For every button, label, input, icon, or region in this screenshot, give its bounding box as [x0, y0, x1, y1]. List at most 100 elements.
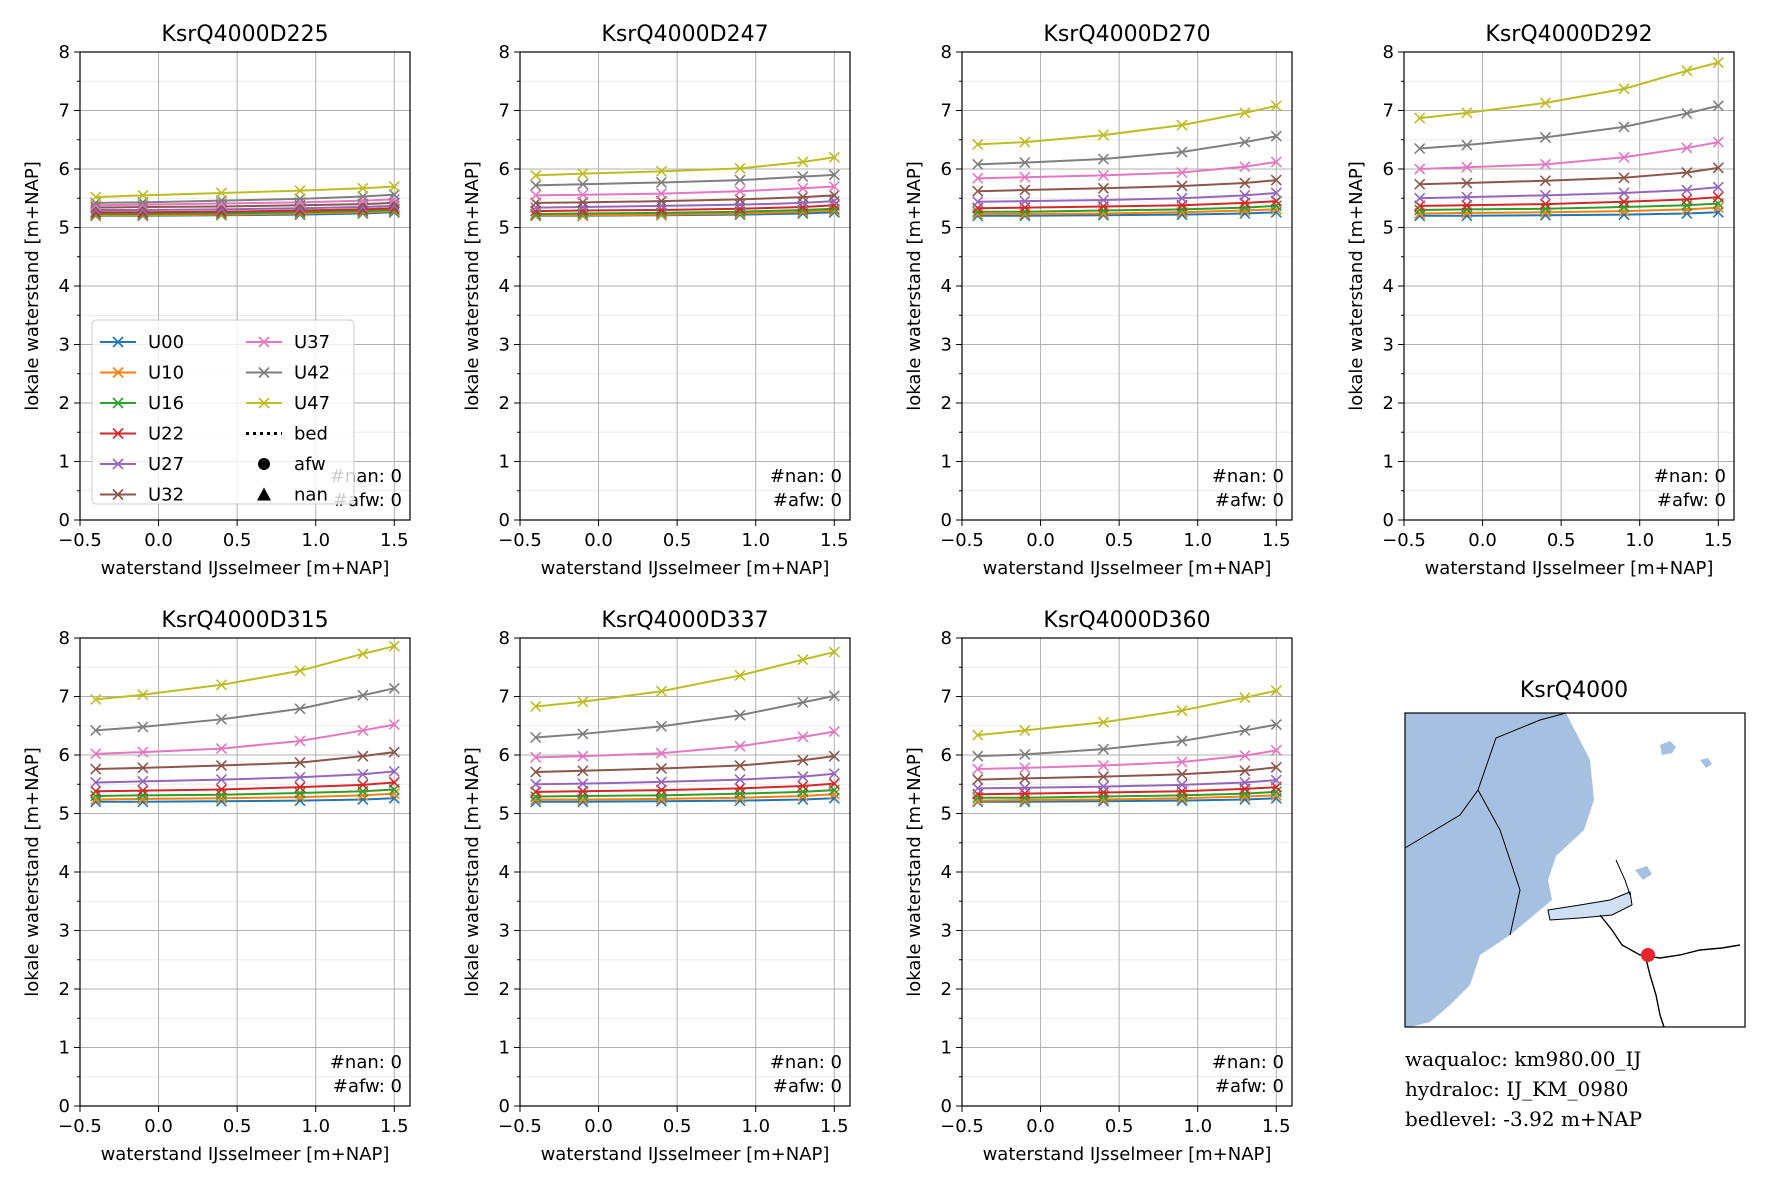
nan-count: #nan: 0 [770, 466, 842, 487]
y-tick-label: 1 [59, 452, 70, 473]
data-point-U16 [1270, 200, 1282, 212]
y-axis-label: lokale waterstand [m+NAP] [1346, 161, 1367, 411]
axes-frame [519, 637, 851, 1107]
x-axis-label: waterstand IJsselmeer [m+NAP] [983, 1144, 1272, 1165]
data-point-U47 [797, 156, 809, 168]
data-point-U00 [388, 792, 400, 804]
y-tick-label: 0 [59, 1096, 70, 1117]
y-tick-label: 3 [941, 335, 952, 356]
data-point-U37 [797, 731, 809, 743]
series-line-U37 [95, 723, 395, 755]
data-point-U37 [1270, 744, 1282, 756]
data-point-U10 [577, 209, 589, 221]
data-point-U22 [90, 785, 102, 797]
data-point-U32 [828, 189, 840, 201]
y-tick-label: 8 [499, 628, 510, 649]
y-tick-label: 5 [941, 804, 952, 825]
data-point-U37 [797, 182, 809, 194]
data-point-U47 [1176, 704, 1188, 717]
data-point-U32 [294, 757, 306, 769]
map-lake-border [1404, 712, 1567, 849]
data-point-U47 [137, 189, 149, 201]
legend-label-U42: U42 [294, 363, 330, 384]
data-point-U27 [972, 782, 984, 794]
legend-marker-U27 [112, 458, 124, 470]
data-point-U37 [1019, 762, 1031, 774]
series-line-U27 [1419, 186, 1719, 200]
data-point-U16 [1618, 201, 1630, 213]
data-point-U37 [1618, 151, 1630, 163]
data-point-U27 [577, 201, 589, 213]
series-line-U16 [1419, 202, 1719, 211]
x-tick-label: 1.0 [301, 530, 330, 551]
data-point-U22 [1539, 198, 1551, 210]
map-lake-small-3 [1635, 866, 1652, 880]
axes-frame [519, 51, 851, 521]
data-point-U22 [1461, 199, 1473, 211]
data-point-U47 [1712, 56, 1724, 69]
x-tick-label: −0.5 [940, 530, 984, 551]
y-tick-label: 1 [941, 452, 952, 473]
map-river-channel [1599, 914, 1741, 959]
data-point-U27 [1270, 187, 1282, 199]
chart-title: KsrQ4000D225 [161, 22, 328, 47]
data-point-U47 [655, 685, 667, 697]
data-point-U42 [1176, 146, 1188, 158]
y-tick-label: 7 [1383, 101, 1394, 122]
legend-marker-U32 [112, 488, 124, 501]
legend-label-U37: U37 [294, 332, 330, 353]
series-line-U27 [535, 772, 835, 786]
data-point-U32 [1681, 166, 1693, 179]
data-point-U27 [1239, 189, 1251, 201]
data-point-U10 [655, 209, 667, 221]
data-point-U22 [215, 783, 227, 796]
data-point-U42 [530, 731, 542, 744]
x-tick-label: −0.5 [940, 1116, 984, 1137]
data-point-U42 [797, 171, 809, 183]
data-point-U27 [1019, 195, 1031, 207]
map-river-ijssel [1547, 891, 1633, 921]
y-tick-label: 5 [499, 218, 510, 239]
data-point-U27 [1461, 191, 1473, 203]
x-axis-label: waterstand IJsselmeer [m+NAP] [101, 558, 390, 579]
data-point-U42 [1461, 139, 1473, 151]
data-point-U16 [1239, 788, 1251, 800]
x-tick-label: 1.5 [380, 1116, 409, 1137]
y-axis-label: lokale waterstand [m+NAP] [904, 747, 925, 997]
axes-frame [79, 637, 411, 1107]
data-point-U27 [655, 200, 667, 212]
legend-label-afw: afw [294, 454, 326, 475]
data-point-U47 [1239, 107, 1251, 119]
y-tick-label: 6 [59, 745, 70, 766]
data-point-U27 [734, 199, 746, 211]
afw-count: #afw: 0 [773, 1076, 842, 1097]
x-tick-label: 0.5 [223, 530, 252, 551]
series-line-U37 [535, 730, 835, 759]
data-point-U37 [294, 735, 306, 747]
nan-count: #nan: 0 [770, 1052, 842, 1073]
info-bedlevel: bedlevel: -3.92 m+NAP [1405, 1107, 1642, 1131]
map-location-marker [1641, 948, 1655, 962]
data-point-U27 [797, 771, 809, 783]
data-point-U37 [1019, 171, 1031, 183]
y-tick-label: 7 [499, 101, 510, 122]
afw-count: #afw: 0 [1215, 1076, 1284, 1097]
x-tick-label: −0.5 [498, 530, 542, 551]
data-point-U47 [1681, 65, 1693, 77]
series-line-U10 [95, 792, 395, 801]
series-line-U42 [95, 687, 395, 732]
y-axis-label: lokale waterstand [m+NAP] [462, 747, 483, 997]
data-point-U42 [1176, 735, 1188, 747]
data-point-U42 [1539, 131, 1551, 143]
data-point-U32 [1097, 771, 1109, 783]
y-tick-label: 4 [1383, 276, 1394, 297]
afw-count: #afw: 0 [1657, 490, 1726, 511]
y-tick-label: 0 [1383, 510, 1394, 531]
axes-frame [961, 637, 1293, 1107]
series-line-U32 [535, 755, 835, 773]
chart-title: KsrQ4000D315 [161, 608, 328, 633]
y-tick-label: 7 [941, 101, 952, 122]
y-tick-label: 1 [941, 1038, 952, 1059]
data-point-U32 [1461, 177, 1473, 189]
